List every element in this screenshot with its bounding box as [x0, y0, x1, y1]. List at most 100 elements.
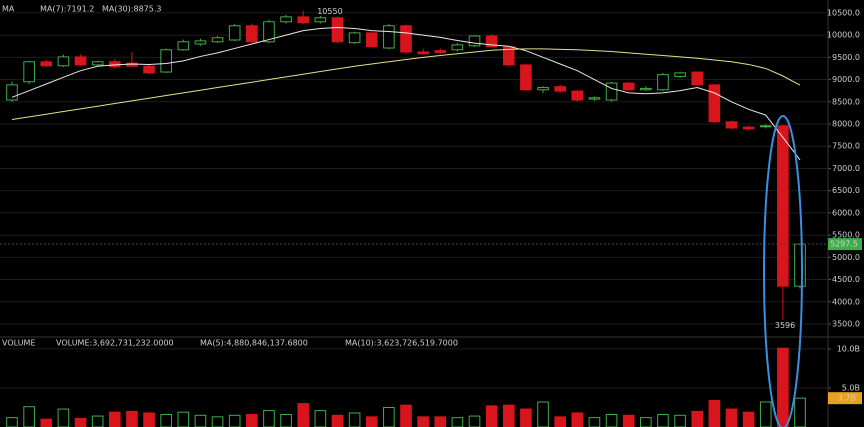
volume-bar	[434, 416, 447, 427]
volume-bar	[143, 412, 155, 427]
candle-body	[725, 121, 738, 129]
volume-bar	[126, 410, 138, 427]
y-tick-label: 6000.0	[832, 208, 860, 217]
volume-bar	[91, 415, 104, 427]
volume-bar	[468, 415, 481, 427]
y-tick-label: 10.0B	[837, 344, 860, 353]
candle-body	[263, 21, 275, 43]
y-tick-label: 5.0B	[842, 383, 860, 392]
y-tick-label: 8500.0	[832, 97, 860, 106]
candle-body	[691, 71, 704, 86]
volume-bar	[759, 401, 772, 427]
high-annotation: 10550	[317, 7, 342, 16]
volume-bar	[742, 411, 755, 427]
y-tick-label: 5500.0	[832, 231, 860, 240]
candle-body	[194, 40, 207, 45]
candle-body	[400, 25, 412, 53]
candle-body	[74, 56, 87, 66]
candle-body	[383, 25, 395, 49]
volume-bar	[40, 418, 53, 427]
highlight-ellipse	[763, 115, 803, 427]
current-price-label: 5297.5	[830, 240, 858, 249]
volume-bar	[108, 411, 121, 427]
candle-body	[520, 64, 532, 91]
candle-body	[588, 97, 601, 100]
candle-body	[434, 50, 447, 53]
y-tick-label: 10000.0	[827, 31, 860, 40]
candle-body	[451, 44, 464, 51]
volume-bar	[777, 347, 789, 427]
volume-bar	[622, 414, 635, 427]
indicator-label: MA	[2, 5, 15, 14]
candle-body	[211, 37, 224, 43]
y-tick-label: 6500.0	[832, 186, 860, 195]
volume-bar	[383, 406, 395, 427]
candle-body	[228, 25, 241, 41]
volume-bar	[708, 399, 721, 427]
y-tick-label: 3500.0	[832, 320, 860, 329]
candle-body	[177, 41, 190, 51]
volume-bar	[365, 416, 378, 427]
candle-body	[571, 90, 584, 101]
candle-body	[468, 35, 481, 47]
candle-body	[331, 17, 344, 43]
candle-body	[246, 25, 258, 43]
volume-bar	[263, 410, 275, 427]
candle-body	[794, 243, 806, 287]
candle-body	[417, 51, 429, 55]
current-price-box	[828, 238, 862, 251]
volume-bar	[451, 417, 464, 427]
candle-body	[348, 32, 361, 44]
candle-body	[640, 87, 652, 91]
volume-bar	[537, 401, 549, 427]
volume-bar	[605, 414, 618, 427]
candle-body	[91, 61, 104, 66]
y-tick-label: 7500.0	[832, 142, 860, 151]
candle-body	[554, 86, 566, 92]
volume-bar	[502, 404, 515, 427]
y-tick-label: 4500.0	[832, 275, 860, 284]
volume-bar	[794, 397, 806, 427]
low-annotation: 3596	[775, 321, 795, 330]
y-tick-label: 8000.0	[832, 120, 860, 129]
volume-bar	[588, 417, 601, 427]
y-tick-label: 9500.0	[832, 53, 860, 62]
volume-bar	[520, 408, 532, 427]
volume-bar	[160, 414, 172, 427]
volume-bar	[74, 417, 87, 427]
y-tick-label: 7000.0	[832, 164, 860, 173]
volume-bar	[674, 414, 686, 427]
volume-bar	[177, 411, 190, 427]
volume-bar	[485, 405, 498, 427]
ma-line	[11, 27, 801, 161]
volume-bar	[348, 412, 361, 427]
volume-bar	[571, 412, 584, 427]
candle-body	[280, 16, 292, 23]
volume-bar	[228, 414, 241, 427]
y-tick-label: 5000.0	[832, 253, 860, 262]
indicator-label: VOLUME	[2, 339, 36, 348]
candle-body	[605, 82, 618, 101]
volume-bar	[246, 414, 258, 427]
candle-body	[485, 35, 498, 48]
current-volume-label: 3.7B	[838, 394, 856, 403]
volume-bar	[194, 414, 207, 427]
candle-body	[314, 17, 327, 23]
candle-body	[674, 72, 686, 77]
candle-body	[23, 61, 35, 83]
volume-bar	[6, 417, 18, 427]
candle-body	[160, 49, 172, 73]
candle-body	[297, 16, 310, 24]
legend-entry: MA(30):8875.3	[102, 5, 161, 14]
legend-entry: MA(5):4,880,846,137.6800	[200, 339, 308, 348]
legend-entry: MA(10):3,623,726,519.7000	[345, 339, 458, 348]
volume-bar	[331, 414, 344, 427]
volume-bar	[640, 417, 652, 427]
volume-bar	[417, 416, 429, 427]
volume-bar	[691, 410, 704, 427]
volume-bar	[211, 416, 224, 427]
legend-entry: VOLUME:3,692,731,232.0000	[56, 339, 174, 348]
ma-line	[11, 48, 801, 121]
candle-body	[708, 84, 721, 123]
y-tick-label: 9000.0	[832, 75, 860, 84]
